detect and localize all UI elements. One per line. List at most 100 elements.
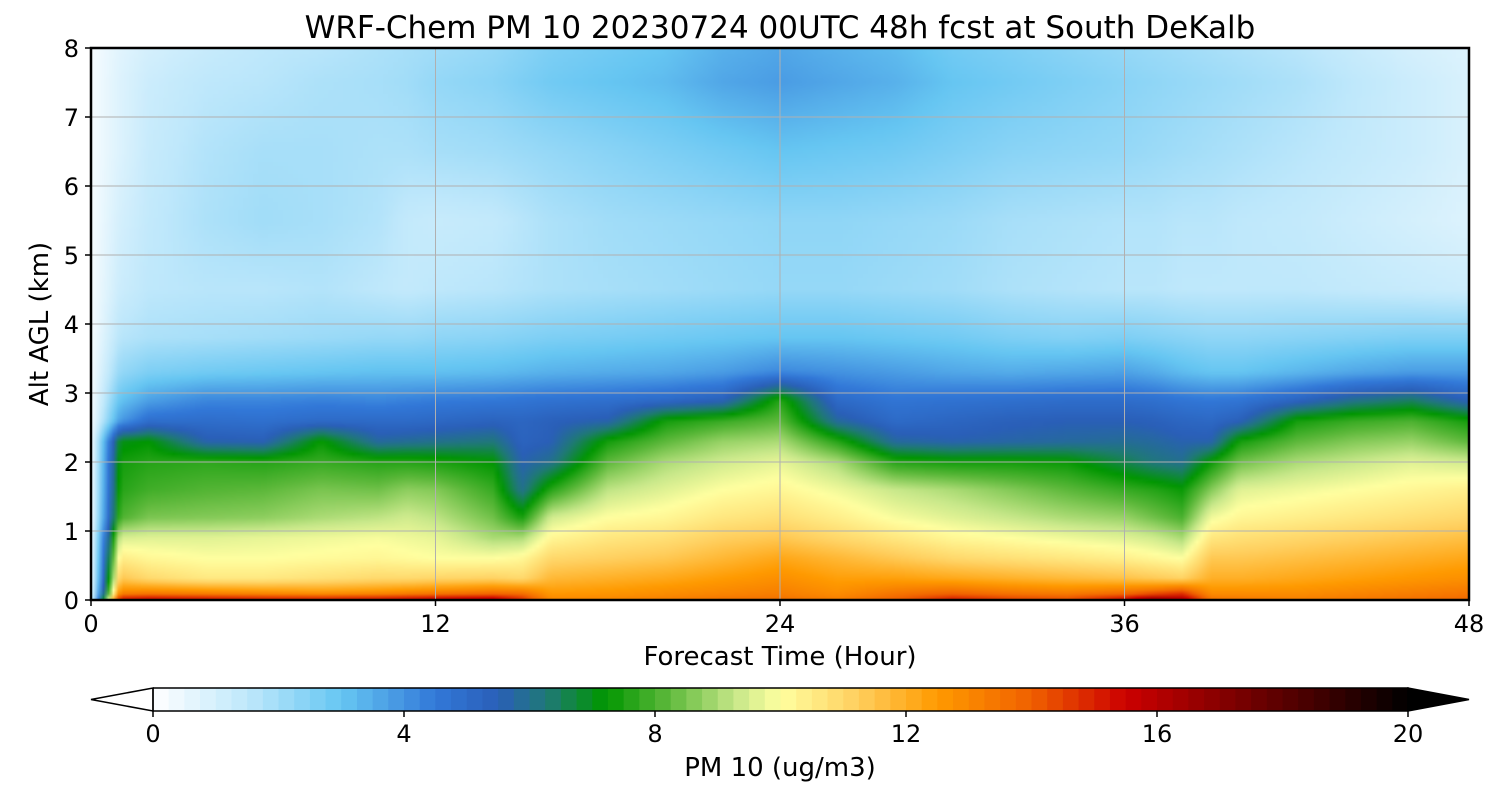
- colorbar-level: [153, 688, 170, 711]
- colorbar-level: [717, 688, 735, 711]
- y-axis-label: Alt AGL (km): [25, 242, 55, 406]
- x-axis-label: Forecast Time (Hour): [643, 642, 916, 672]
- colorbar-level: [1094, 688, 1111, 711]
- colorbar-ticks: 0 4 8 12 16 20: [145, 711, 1423, 748]
- colorbar-level: [1141, 688, 1158, 711]
- y-tick-label: 5: [64, 242, 79, 270]
- colorbar-level: [372, 688, 389, 711]
- colorbar-level: [309, 688, 327, 711]
- chart-title: WRF-Chem PM 10 20230724 00UTC 48h fcst a…: [305, 10, 1256, 46]
- colorbar-level: [1235, 688, 1252, 711]
- colorbar-level: [435, 688, 452, 711]
- colorbar-level: [560, 688, 578, 711]
- colorbar-level: [1047, 688, 1064, 711]
- colorbar-level: [231, 688, 248, 711]
- colorbar-level: [780, 688, 797, 711]
- colorbar-label: PM 10 (ug/m3): [684, 753, 876, 783]
- colorbar-level: [811, 688, 829, 711]
- colorbar-level: [325, 688, 342, 711]
- colorbar-level: [1015, 688, 1033, 711]
- colorbar-level: [655, 688, 672, 711]
- colorbar-level: [1219, 688, 1237, 711]
- colorbar-tick-label: 16: [1142, 720, 1173, 748]
- colorbar-level: [937, 688, 954, 711]
- y-tick-label: 0: [64, 587, 79, 615]
- y-tick-label: 7: [64, 104, 79, 132]
- x-tick-label: 36: [1109, 610, 1140, 638]
- colorbar-tick-label: 12: [891, 720, 922, 748]
- colorbar-level: [1172, 688, 1189, 711]
- colorbar-level: [1031, 688, 1048, 711]
- colorbar-level: [1360, 688, 1378, 711]
- colorbar-level: [466, 688, 484, 711]
- colorbar-level: [968, 688, 986, 711]
- y-tick-label: 3: [64, 380, 79, 408]
- colorbar-tick-label: 20: [1393, 720, 1424, 748]
- x-tick-label: 12: [420, 610, 451, 638]
- colorbar-level: [1062, 688, 1080, 711]
- colorbar-level: [827, 688, 844, 711]
- colorbar-level: [1298, 688, 1315, 711]
- colorbar-level: [639, 688, 656, 711]
- colorbar-level: [1345, 688, 1362, 711]
- colorbar-level: [215, 688, 233, 711]
- y-tick-label: 1: [64, 518, 79, 546]
- x-tick-label: 48: [1454, 610, 1485, 638]
- colorbar-max-extend: [1407, 687, 1470, 712]
- y-tick-label: 2: [64, 449, 79, 477]
- colorbar-tick-label: 4: [396, 720, 411, 748]
- colorbar-level: [733, 688, 750, 711]
- colorbar-level: [764, 688, 782, 711]
- colorbar-level: [200, 688, 217, 711]
- colorbar-level: [576, 688, 593, 711]
- colorbar-level: [529, 688, 546, 711]
- colorbar-level: [498, 688, 515, 711]
- colorbar-level: [419, 688, 436, 711]
- colorbar-level: [670, 688, 687, 711]
- colorbar-level: [796, 688, 813, 711]
- colorbar-level: [1282, 688, 1299, 711]
- colorbar-level: [278, 688, 295, 711]
- colorbar-level: [984, 688, 1001, 711]
- colorbar-level: [482, 688, 499, 711]
- colorbar-level: [404, 688, 421, 711]
- colorbar-level: [843, 688, 860, 711]
- colorbar-level: [1329, 688, 1346, 711]
- colorbar-level: [1251, 688, 1268, 711]
- colorbar-level: [921, 688, 938, 711]
- colorbar-level: [1392, 688, 1409, 711]
- colorbar-level: [451, 688, 468, 711]
- colorbar-level: [623, 688, 640, 711]
- colorbar-level: [592, 688, 609, 711]
- colorbar-level: [1204, 688, 1221, 711]
- colorbar-level: [1078, 688, 1095, 711]
- colorbar: [90, 687, 1470, 712]
- colorbar-level: [388, 688, 405, 711]
- x-axis-ticks: 0 12 24 36 48: [83, 600, 1484, 638]
- colorbar-level: [1376, 688, 1393, 711]
- x-tick-label: 24: [765, 610, 796, 638]
- y-tick-label: 6: [64, 173, 79, 201]
- colorbar-level: [1157, 688, 1174, 711]
- colorbar-level: [1000, 688, 1017, 711]
- colorbar-level: [513, 688, 531, 711]
- colorbar-level: [749, 688, 766, 711]
- colorbar-level: [1188, 688, 1205, 711]
- colorbar-level: [858, 688, 876, 711]
- colorbar-level: [906, 688, 923, 711]
- colorbar-level: [262, 688, 280, 711]
- colorbar-level: [702, 688, 719, 711]
- y-tick-label: 4: [64, 311, 79, 339]
- x-tick-label: 0: [83, 610, 98, 638]
- colorbar-level: [1125, 688, 1142, 711]
- colorbar-min-extend: [90, 687, 154, 712]
- colorbar-tick-label: 0: [145, 720, 160, 748]
- colorbar-level: [1266, 688, 1284, 711]
- colorbar-level: [341, 688, 358, 711]
- y-axis-ticks: 0 1 2 3 4 5 6 7 8: [64, 35, 91, 615]
- colorbar-level: [545, 688, 562, 711]
- y-tick-label: 8: [64, 35, 79, 63]
- colorbar-level: [874, 688, 891, 711]
- colorbar-tick-label: 8: [647, 720, 662, 748]
- colorbar-level: [294, 688, 311, 711]
